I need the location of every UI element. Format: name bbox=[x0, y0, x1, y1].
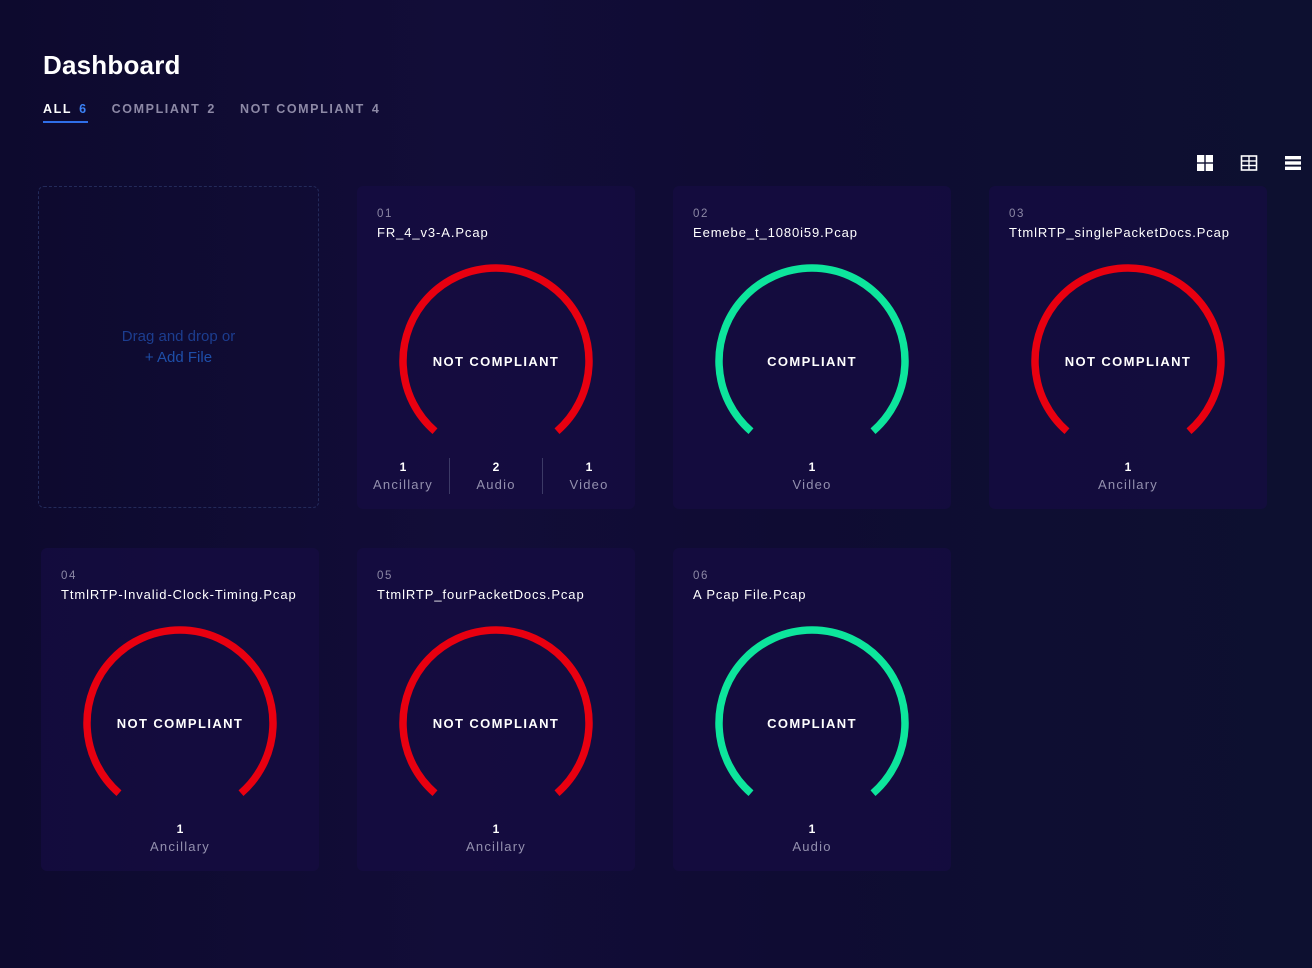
stat-label: Audio bbox=[476, 477, 516, 492]
card-number: 04 bbox=[61, 570, 77, 582]
stream-stat: 2 Audio bbox=[449, 458, 542, 494]
compliance-gauge bbox=[715, 264, 909, 435]
stat-value: 1 bbox=[176, 822, 184, 836]
compliance-gauge bbox=[83, 626, 277, 797]
stat-label: Audio bbox=[792, 839, 832, 854]
file-dropzone[interactable]: Drag and drop or + Add File bbox=[38, 186, 319, 508]
stream-stat: 1 Ancillary bbox=[134, 820, 227, 856]
tab-not-compliant[interactable]: NOT COMPLIANT 4 bbox=[240, 102, 381, 123]
stat-label: Ancillary bbox=[150, 839, 210, 854]
stat-value: 1 bbox=[492, 822, 500, 836]
gauge-arc bbox=[83, 626, 277, 797]
card-number: 06 bbox=[693, 570, 709, 582]
gauge-arc bbox=[715, 264, 909, 435]
grid-large-view-icon[interactable] bbox=[1196, 155, 1214, 171]
tab-label: NOT COMPLIANT bbox=[239, 102, 365, 116]
grid-small-view-icon[interactable] bbox=[1240, 155, 1258, 171]
file-card[interactable]: 06 A Pcap File.Pcap COMPLIANT 1 Audio bbox=[673, 548, 951, 871]
gauge-arc bbox=[399, 264, 593, 435]
gauge-arc bbox=[1031, 264, 1225, 435]
card-filename: TtmlRTP-Invalid-Clock-Timing.Pcap bbox=[61, 587, 297, 602]
tab-label: COMPLIANT bbox=[111, 102, 201, 116]
card-number: 02 bbox=[693, 208, 709, 220]
compliance-status: COMPLIANT bbox=[767, 716, 857, 731]
compliance-gauge bbox=[399, 626, 593, 797]
stream-stats: 1 Ancillary bbox=[41, 820, 319, 856]
tab-count: 4 bbox=[371, 102, 381, 116]
add-file-link[interactable]: + Add File bbox=[144, 349, 213, 366]
tab-count: 2 bbox=[207, 102, 216, 116]
stat-label: Ancillary bbox=[466, 839, 526, 854]
stream-stats: 1 Ancillary bbox=[357, 820, 635, 856]
file-card[interactable]: 02 Eemebe_t_1080i59.Pcap COMPLIANT 1 Vid… bbox=[673, 186, 951, 509]
filter-tabs: ALL 6 COMPLIANT 2 NOT COMPLIANT 4 bbox=[43, 102, 380, 123]
dropzone-text: Drag and drop or bbox=[121, 328, 236, 345]
compliance-status: NOT COMPLIANT bbox=[432, 354, 560, 369]
stream-stats: 1 Ancillary 2 Audio 1 Video bbox=[357, 458, 635, 494]
list-view-icon[interactable] bbox=[1284, 155, 1302, 171]
card-filename: A Pcap File.Pcap bbox=[693, 587, 807, 602]
tab-all[interactable]: ALL 6 bbox=[43, 102, 88, 123]
stat-label: Ancillary bbox=[373, 477, 433, 492]
compliance-status: NOT COMPLIANT bbox=[1064, 354, 1192, 369]
compliance-gauge bbox=[715, 626, 909, 797]
stream-stats: 1 Audio bbox=[673, 820, 951, 856]
card-filename: FR_4_v3-A.Pcap bbox=[377, 225, 489, 240]
stat-label: Video bbox=[569, 477, 609, 492]
card-filename: Eemebe_t_1080i59.Pcap bbox=[693, 225, 858, 240]
stream-stat: 1 Ancillary bbox=[357, 458, 449, 494]
stat-value: 1 bbox=[808, 460, 816, 474]
gauge-arc bbox=[715, 626, 909, 797]
stream-stat: 1 Ancillary bbox=[1082, 458, 1175, 494]
compliance-status: NOT COMPLIANT bbox=[432, 716, 560, 731]
stream-stats: 1 Video bbox=[673, 458, 951, 494]
card-number: 03 bbox=[1009, 208, 1025, 220]
stat-value: 1 bbox=[399, 460, 407, 474]
compliance-gauge bbox=[399, 264, 593, 435]
compliance-status: NOT COMPLIANT bbox=[116, 716, 244, 731]
stream-stat: 1 Audio bbox=[766, 820, 859, 856]
stat-value: 1 bbox=[1124, 460, 1132, 474]
tab-label: ALL bbox=[43, 102, 73, 116]
stream-stats: 1 Ancillary bbox=[989, 458, 1267, 494]
stat-label: Ancillary bbox=[1098, 477, 1158, 492]
file-card[interactable]: 04 TtmlRTP-Invalid-Clock-Timing.Pcap NOT… bbox=[41, 548, 319, 871]
card-number: 01 bbox=[377, 208, 393, 220]
compliance-gauge bbox=[1031, 264, 1225, 435]
file-card[interactable]: 03 TtmlRTP_singlePacketDocs.Pcap NOT COM… bbox=[989, 186, 1267, 509]
file-card[interactable]: 05 TtmlRTP_fourPacketDocs.Pcap NOT COMPL… bbox=[357, 548, 635, 871]
card-filename: TtmlRTP_singlePacketDocs.Pcap bbox=[1009, 225, 1230, 240]
gauge-arc bbox=[399, 626, 593, 797]
compliance-status: COMPLIANT bbox=[767, 354, 857, 369]
stream-stat: 1 Video bbox=[766, 458, 859, 494]
stream-stat: 1 Video bbox=[542, 458, 635, 494]
stat-value: 1 bbox=[808, 822, 816, 836]
stream-stat: 1 Ancillary bbox=[450, 820, 543, 856]
tab-compliant[interactable]: COMPLIANT 2 bbox=[112, 102, 216, 123]
card-filename: TtmlRTP_fourPacketDocs.Pcap bbox=[377, 587, 585, 602]
stat-value: 2 bbox=[492, 460, 500, 474]
file-card[interactable]: 01 FR_4_v3-A.Pcap NOT COMPLIANT 1 Ancill… bbox=[357, 186, 635, 509]
tab-count: 6 bbox=[79, 102, 88, 116]
card-number: 05 bbox=[377, 570, 393, 582]
stat-label: Video bbox=[792, 477, 832, 492]
stat-value: 1 bbox=[585, 460, 593, 474]
page-title: Dashboard bbox=[43, 50, 181, 80]
view-switcher bbox=[1196, 155, 1302, 171]
